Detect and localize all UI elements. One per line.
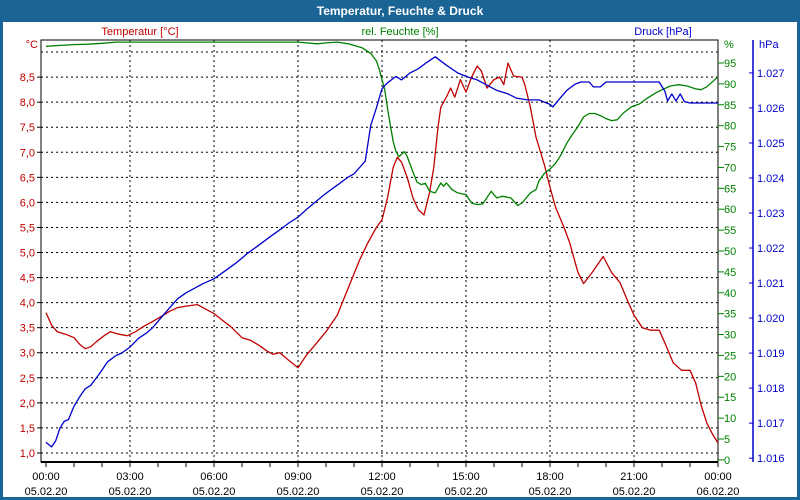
x-tick-date-label: 05.02.20 [193,486,236,497]
pressure-tick-label: 1.023 [757,208,785,220]
x-tick-date-label: 05.02.20 [445,486,488,497]
temperature-tick-label: 7,5 [20,122,35,134]
x-tick-time-label: 09:00 [284,471,312,483]
humidity-tick-label: 5 [724,434,730,446]
x-tick-date-label: 05.02.20 [109,486,152,497]
humidity-tick-label: 90 [724,79,736,91]
temperature-axis: °C 8,5 8,0 7,5 7,0 6,5 6,0 5,5 5,0 4,5 4,0 3,5 3,0 2,… [20,39,41,460]
humidity-line [45,41,719,207]
temperature-tick-label: 7,0 [20,147,35,159]
humidity-tick-label: 35 [724,309,736,321]
pressure-tick-label: 1.018 [757,383,785,395]
temperature-tick-label: 3,0 [20,348,35,360]
temperature-tick-label: 8,0 [20,97,35,109]
temperature-tick-label: 1,5 [20,423,35,435]
x-tick-time-label: 18:00 [536,471,564,483]
legend-humidity: rel. Feuchte [%] [361,26,439,38]
x-tick-time-label: 21:00 [620,471,648,483]
temperature-tick-label: 3,5 [20,323,35,335]
humidity-tick-label: 10 [724,413,736,425]
chart-canvas: 00:00 05.02.20 03:00 05.02.20 06:00 05.02.20 0… [20,39,785,497]
humidity-tick-label: 85 [724,100,736,112]
x-tick-time-label: 00:00 [704,471,732,483]
legend-temperature: Temperatur [°C] [101,26,179,38]
temperature-tick-label: 5,0 [20,248,35,260]
pressure-tick-label: 1.020 [757,313,785,325]
humidity-tick-label: 30 [724,330,736,342]
pressure-line [45,56,718,448]
window-title: Temperatur, Feuchte & Druck [316,4,484,18]
pressure-axis-unit: hPa [759,39,779,51]
humidity-tick-label: 80 [724,121,736,133]
x-tick-time-label: 03:00 [116,471,144,483]
x-tick-time-label: 12:00 [368,471,396,483]
pressure-tick-label: 1.026 [757,103,785,115]
humidity-axis-unit: % [724,39,734,51]
humidity-tick-label: 40 [724,288,736,300]
temperature-tick-label: 5,5 [20,222,35,234]
humidity-tick-label: 65 [724,183,736,195]
temperature-tick-label: 6,0 [20,197,35,209]
temperature-tick-label: 2,0 [20,398,35,410]
humidity-tick-label: 20 [724,371,736,383]
temperature-tick-label: 2,5 [20,373,35,385]
humidity-tick-label: 95 [724,58,736,70]
x-tick-date-label: 05.02.20 [529,486,572,497]
legend-pressure: Druck [hPa] [634,26,692,38]
gridlines [41,40,718,462]
humidity-tick-label: 55 [724,225,736,237]
plot-frame [40,39,719,463]
chart-area: Temperatur [°C] rel. Feuchte [%] Druck [… [3,22,797,497]
temperature-tick-label: 4,5 [20,273,35,285]
x-axis: 00:00 05.02.20 03:00 05.02.20 06:00 05.02.20 0… [25,463,740,497]
pressure-tick-label: 1.022 [757,243,785,255]
x-tick-time-label: 00:00 [32,471,60,483]
x-tick-date-label: 05.02.20 [277,486,320,497]
pressure-tick-label: 1.021 [757,278,785,290]
humidity-tick-label: 50 [724,246,736,258]
temperature-tick-label: 6,5 [20,172,35,184]
pressure-tick-label: 1.016 [757,453,785,465]
pressure-axis: hPa 1.027 1.026 1.025 1.024 1.023 1.022 1.021 1.… [749,39,785,465]
pressure-tick-label: 1.025 [757,138,785,150]
humidity-tick-label: 70 [724,162,736,174]
humidity-tick-label: 60 [724,204,736,216]
temperature-tick-label: 4,0 [20,298,35,310]
humidity-tick-label: 0 [724,455,730,467]
pressure-tick-label: 1.017 [757,418,785,430]
title-bar: Temperatur, Feuchte & Druck [0,0,800,22]
humidity-tick-label: 25 [724,350,736,362]
x-tick-date-label: 05.02.20 [613,486,656,497]
humidity-tick-label: 45 [724,267,736,279]
pressure-tick-label: 1.027 [757,68,785,80]
x-tick-time-label: 06:00 [200,471,228,483]
temperature-tick-label: 1,0 [20,448,35,460]
x-tick-time-label: 15:00 [452,471,480,483]
humidity-tick-label: 15 [724,392,736,404]
temperature-axis-unit: °C [26,39,38,51]
temperature-line [45,62,719,444]
x-tick-date-label: 05.02.20 [25,486,68,497]
x-tick-date-label: 06.02.20 [697,486,740,497]
humidity-tick-label: 75 [724,142,736,154]
pressure-tick-label: 1.024 [757,173,785,185]
temperature-tick-label: 8,5 [20,72,35,84]
pressure-tick-label: 1.019 [757,348,785,360]
x-tick-date-label: 05.02.20 [361,486,404,497]
